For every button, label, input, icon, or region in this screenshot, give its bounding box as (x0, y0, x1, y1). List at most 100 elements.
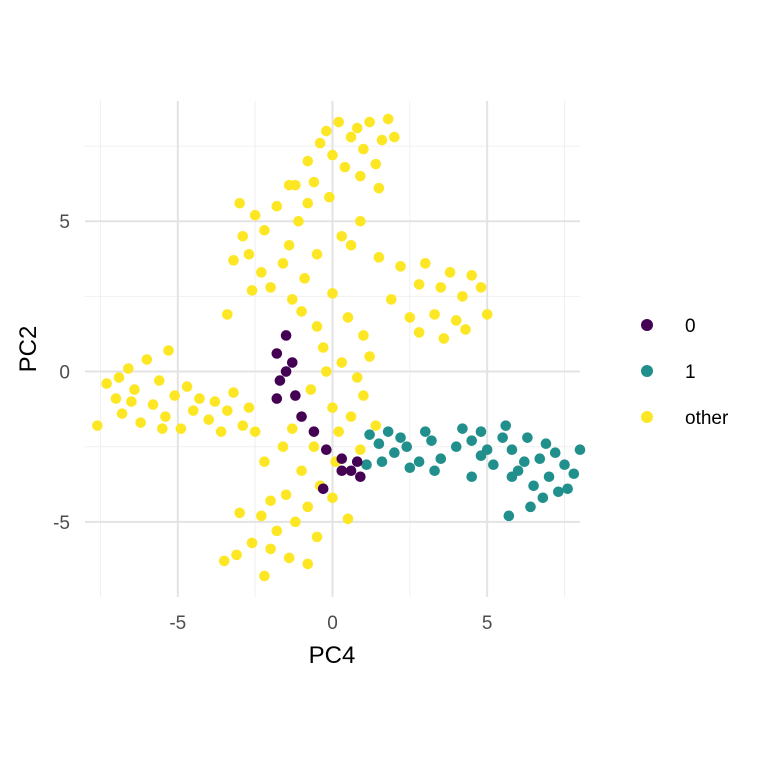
point-series-other (259, 570, 270, 582)
point-series-1 (466, 435, 478, 446)
point-series-0 (280, 366, 292, 377)
legend-key-0 (641, 319, 653, 331)
point-series-other (259, 224, 270, 236)
y-axis-ticks: -5 0 5 (53, 212, 70, 534)
point-series-1 (429, 465, 440, 477)
point-series-1 (506, 471, 518, 483)
point-series-other (314, 137, 326, 149)
point-series-other (296, 465, 307, 477)
point-series-other (222, 309, 233, 320)
point-series-1 (525, 501, 536, 513)
point-series-1 (420, 426, 431, 437)
point-series-other (283, 179, 295, 191)
point-series-other (358, 390, 369, 401)
point-series-other (296, 306, 307, 317)
point-series-other (110, 393, 122, 404)
point-series-1 (488, 459, 499, 471)
point-series-other (466, 270, 478, 281)
point-series-other (327, 402, 338, 413)
point-series-other (351, 372, 363, 383)
point-series-other (373, 182, 385, 194)
point-series-1 (376, 456, 388, 468)
point-series-other (113, 372, 125, 383)
point-series-other (342, 513, 354, 525)
point-series-other (123, 363, 134, 374)
point-series-1 (537, 492, 549, 504)
point-series-other (311, 249, 323, 260)
point-series-other (413, 279, 425, 290)
point-series-0 (355, 471, 366, 483)
point-series-other (194, 393, 205, 404)
point-series-other (234, 507, 245, 519)
legend-label-0: 0 (685, 316, 696, 337)
point-series-other (305, 384, 317, 395)
point-series-other (435, 282, 447, 293)
point-series-other (382, 113, 394, 125)
point-series-other (147, 399, 159, 410)
point-series-other (187, 405, 199, 416)
point-series-0 (321, 444, 332, 456)
point-series-other (321, 125, 332, 137)
point-series-other (457, 291, 468, 302)
point-series-other (277, 258, 289, 269)
point-series-other (342, 312, 354, 323)
point-series-other (237, 420, 249, 431)
point-series-other (126, 396, 137, 407)
point-series-other (181, 381, 193, 392)
point-series-other (286, 423, 298, 434)
point-series-1 (500, 420, 512, 431)
point-series-other (265, 543, 276, 555)
point-series-1 (562, 483, 573, 495)
point-series-other (141, 354, 153, 365)
point-series-other (246, 285, 258, 296)
point-series-0 (290, 390, 301, 401)
point-series-other (420, 258, 431, 269)
point-series-other (249, 209, 261, 221)
x-tick-label: 0 (327, 613, 338, 634)
point-series-1 (373, 438, 385, 449)
point-series-other (101, 378, 112, 389)
point-series-other (333, 116, 344, 128)
point-series-other (228, 387, 239, 398)
point-series-other (157, 423, 168, 434)
point-series-other (302, 501, 314, 513)
point-series-other (450, 315, 462, 326)
point-series-other (265, 282, 276, 293)
point-series-other (351, 122, 363, 134)
point-series-1 (450, 441, 462, 452)
x-axis-title: PC4 (309, 642, 356, 669)
point-series-other (243, 249, 255, 260)
point-series-other (302, 558, 314, 570)
point-series-1 (506, 444, 518, 456)
point-series-other (249, 426, 261, 437)
point-series-other (444, 267, 456, 278)
point-series-other (271, 200, 283, 212)
point-series-other (336, 230, 348, 242)
y-tick-label: 5 (59, 212, 70, 233)
point-series-0 (274, 375, 286, 386)
point-series-1 (475, 450, 487, 462)
point-series-other (175, 423, 187, 434)
point-series-other (358, 143, 369, 155)
point-series-other (355, 444, 366, 456)
point-series-other (370, 158, 382, 170)
point-series-1 (522, 432, 533, 443)
legend-key-1 (641, 365, 653, 377)
point-series-other (231, 549, 242, 561)
point-series-other (283, 239, 295, 251)
point-series-other (345, 131, 357, 143)
point-series-1 (382, 426, 394, 437)
point-series-other (302, 155, 314, 167)
point-series-1 (534, 453, 546, 465)
point-series-other (475, 282, 487, 293)
point-series-other (259, 456, 270, 468)
point-series-other (299, 273, 310, 284)
point-series-other (327, 492, 338, 504)
point-series-other (376, 134, 388, 146)
point-series-other (243, 402, 255, 413)
point-series-other (395, 261, 406, 272)
point-series-other (215, 426, 227, 437)
point-series-other (373, 252, 385, 263)
point-series-1 (466, 471, 478, 483)
point-series-0 (345, 465, 357, 477)
